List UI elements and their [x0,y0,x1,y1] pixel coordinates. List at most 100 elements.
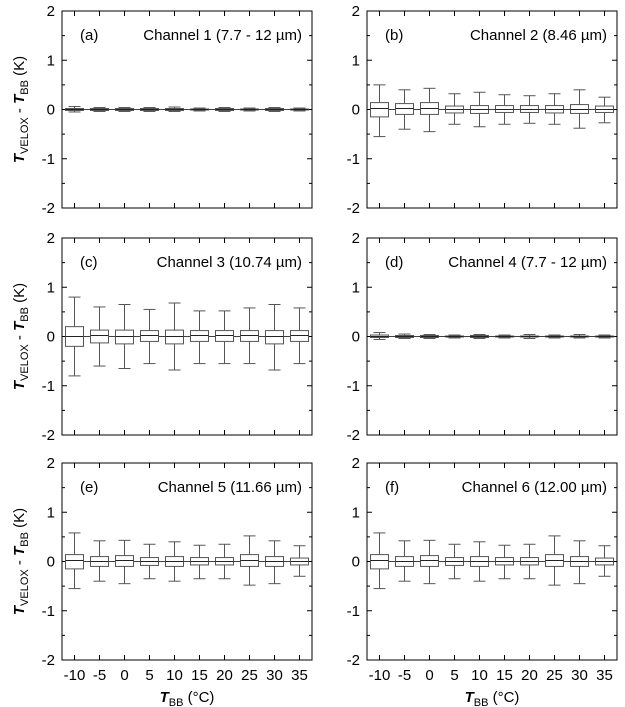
y-tick-label: 0 [352,102,360,119]
panel-a: -2 -1 0 1 2 (a) Channel 1 (7.7 - 12 µm) TVELOX … [11,3,313,217]
x-tick-label: 0 [120,667,128,684]
x-tick-label: 10 [166,667,183,684]
x-tick-label: 5 [450,667,458,684]
box-30 [265,107,284,112]
box-25 [240,535,259,586]
y-axis-label-part: BB [19,80,31,95]
y-tick-label: 1 [352,52,360,69]
panel-label: (f) [385,479,399,496]
y-tick-label: 1 [47,52,55,69]
y-tick-label: -1 [42,378,55,395]
box--10 [370,332,389,340]
y-axis-label: TVELOX - TBB (K) [11,283,31,390]
box-20 [520,95,539,124]
box-25 [545,93,564,125]
panel-label: (a) [80,27,98,44]
box-15 [190,310,209,365]
y-tick-label: -2 [42,427,55,444]
y-tick-label: 0 [47,102,55,119]
x-tick-label: 20 [216,667,233,684]
box-35 [290,545,309,577]
y-axis-label-part: BB [19,307,31,322]
box-iqr [370,554,389,570]
x-axis-label-part: T [465,689,476,706]
x-axis-label: TBB (°C) [465,689,520,707]
panel-label: (d) [385,254,403,271]
box--5 [90,107,109,112]
box-20 [215,107,234,112]
box-35 [595,545,614,577]
y-tick-label: -1 [42,603,55,620]
box--10 [65,296,84,377]
panel-label: (b) [385,27,403,44]
box-25 [545,334,564,339]
x-axis-label: TBB (°C) [160,689,215,707]
box-20 [215,543,234,580]
box-25 [545,535,564,586]
panel-d: -2 -1 0 1 2 (d) Channel 4 (7.7 - 12 µm) [347,230,618,444]
box-30 [570,540,589,585]
box-iqr [370,102,389,118]
panel-title: Channel 2 (8.46 µm) [470,27,607,44]
y-tick-label: -2 [347,652,360,669]
box--10 [370,532,389,590]
y-axis-label-part: (K) [11,508,28,532]
x-tick-label: 5 [145,667,153,684]
box-10 [165,541,184,582]
y-axis-label-part: VELOX [19,344,31,381]
x-tick-label: 35 [291,667,308,684]
box-20 [215,310,234,365]
x-tick-label: -5 [93,667,106,684]
box-0 [115,107,134,112]
panel-title: Channel 5 (11.66 µm) [158,479,302,496]
y-tick-label: 0 [352,554,360,571]
y-tick-label: -2 [347,427,360,444]
box-20 [520,334,539,339]
x-tick-label: -5 [398,667,411,684]
y-tick-label: -1 [347,378,360,395]
y-tick-label: 2 [352,3,360,20]
y-axis-label-part: T [11,93,28,104]
panel-title: Channel 3 (10.74 µm) [157,254,302,271]
y-tick-label: 2 [352,230,360,247]
y-tick-label: -2 [42,200,55,217]
box-30 [570,334,589,339]
x-axis-label-part: (°C) [183,689,214,706]
box-iqr [265,330,284,345]
panel-title: Channel 4 (7.7 - 12 µm) [448,254,607,271]
y-axis-label-part: - [11,104,28,117]
box-20 [520,543,539,580]
y-axis-label-part: VELOX [19,569,31,606]
y-tick-label: 0 [352,329,360,346]
box-15 [495,334,514,339]
box--10 [65,106,84,113]
y-tick-label: -2 [42,652,55,669]
box-iqr [65,554,84,570]
box--5 [395,89,414,130]
panel-label: (c) [80,254,98,271]
x-axis-label-part: T [160,689,171,706]
y-tick-label: 0 [47,329,55,346]
y-axis-label-part: T [11,545,28,556]
panel-title: Channel 6 (12.00 µm) [462,479,607,496]
y-axis-label-part: T [11,604,28,615]
box-15 [190,107,209,112]
y-tick-label: -1 [347,151,360,168]
y-axis-label-part: BB [19,532,31,547]
box--5 [90,306,109,367]
panel-b: -2 -1 0 1 2 (b) Channel 2 (8.46 µm) [347,3,618,217]
box-5 [445,93,464,125]
y-tick-label: 2 [47,455,55,472]
x-tick-label: 25 [241,667,258,684]
x-axis-label-part: BB [169,697,184,707]
box-10 [470,334,489,339]
y-axis-label-part: T [11,379,28,390]
y-axis-label-part: T [11,152,28,163]
box-iqr [90,329,109,344]
box-0 [420,539,439,585]
x-tick-label: 30 [266,667,283,684]
box-10 [165,302,184,371]
